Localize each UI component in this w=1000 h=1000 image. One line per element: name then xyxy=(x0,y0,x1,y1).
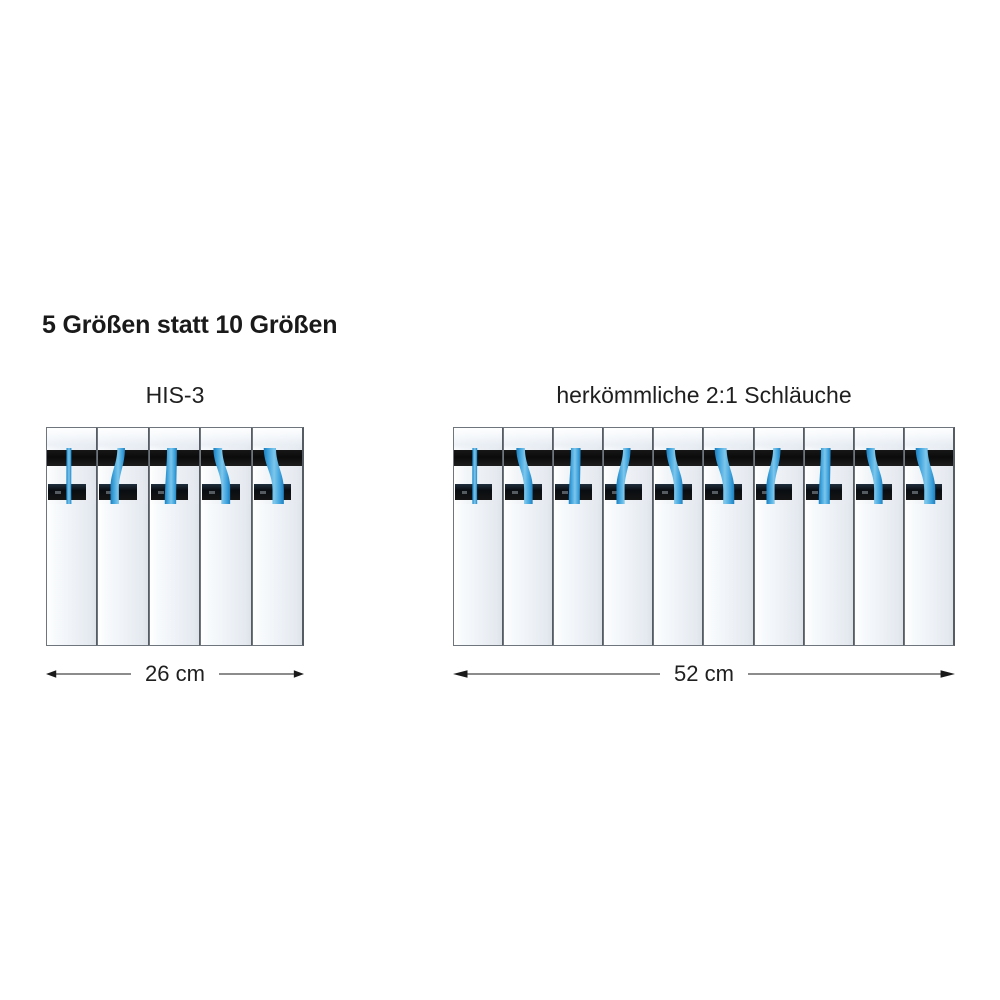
card-body-panel xyxy=(252,504,303,645)
card-body-panel xyxy=(47,504,97,645)
card-body-panel xyxy=(454,504,503,645)
card-connector-block xyxy=(202,484,240,500)
card-body-panel xyxy=(554,504,603,645)
card-body-panel xyxy=(904,504,953,645)
group-caption-conventional: herkömmliche 2:1 Schläuche xyxy=(556,382,852,408)
heat-shrink-tube-icon xyxy=(211,448,232,504)
heat-shrink-tube-icon xyxy=(818,448,837,504)
product-card-group-conventional xyxy=(453,427,955,646)
heat-shrink-tube-icon xyxy=(713,448,735,504)
heat-shrink-tube-icon xyxy=(64,448,77,504)
arrow-left-icon xyxy=(46,668,131,680)
product-card xyxy=(148,427,202,646)
card-body-panel xyxy=(754,504,803,645)
product-card xyxy=(803,427,855,646)
heat-shrink-tube-icon xyxy=(164,448,184,504)
arrow-right-icon xyxy=(219,668,305,680)
card-body-panel xyxy=(704,504,753,645)
card-connector-block xyxy=(855,484,893,500)
product-card xyxy=(503,427,555,646)
heat-shrink-tube-icon xyxy=(864,448,884,504)
card-top-band xyxy=(854,450,903,466)
card-body-panel xyxy=(98,504,148,645)
arrow-left-icon xyxy=(453,668,660,680)
product-card xyxy=(200,427,253,646)
product-card xyxy=(653,427,705,646)
card-connector-block xyxy=(655,484,692,500)
card-body-panel xyxy=(804,504,853,645)
card-top-band xyxy=(504,450,553,466)
dimension-label-conventional: 52 cm xyxy=(674,661,734,686)
heat-shrink-tube-icon xyxy=(514,448,534,504)
card-top-band xyxy=(47,450,97,466)
card-body-panel xyxy=(201,504,251,645)
product-card-group-his3 xyxy=(46,427,305,646)
heat-shrink-tube-icon xyxy=(262,448,285,504)
heat-shrink-tube-icon xyxy=(615,448,634,504)
card-top-band xyxy=(201,450,251,466)
product-card xyxy=(251,427,305,646)
dimension-line-his3: 26 cm xyxy=(46,661,305,687)
product-card xyxy=(703,427,755,646)
group-caption-his3: HIS-3 xyxy=(145,382,205,408)
card-body-panel xyxy=(504,504,553,645)
product-card xyxy=(46,427,99,646)
product-card xyxy=(903,427,955,646)
product-card xyxy=(97,427,150,646)
card-body-panel xyxy=(654,504,703,645)
card-body-panel xyxy=(604,504,653,645)
heat-shrink-tube-icon xyxy=(568,448,587,504)
product-card xyxy=(453,427,505,646)
dimension-label-his3: 26 cm xyxy=(145,661,205,686)
product-card xyxy=(603,427,655,646)
dimension-line-conventional: 52 cm xyxy=(453,661,956,687)
product-card xyxy=(753,427,805,646)
card-body-panel xyxy=(854,504,903,645)
card-body-panel xyxy=(149,504,200,645)
heat-shrink-tube-icon xyxy=(914,448,936,504)
arrow-right-icon xyxy=(748,668,956,680)
product-card xyxy=(853,427,905,646)
card-top-band xyxy=(654,450,703,466)
page-title: 5 Größen statt 10 Größen xyxy=(42,311,338,339)
heat-shrink-tube-icon xyxy=(664,448,684,504)
card-top-band xyxy=(454,450,503,466)
heat-shrink-tube-icon xyxy=(470,448,483,504)
product-card xyxy=(553,427,605,646)
card-connector-block xyxy=(505,484,542,500)
heat-shrink-tube-icon xyxy=(765,448,784,504)
heat-shrink-tube-icon xyxy=(109,448,129,504)
